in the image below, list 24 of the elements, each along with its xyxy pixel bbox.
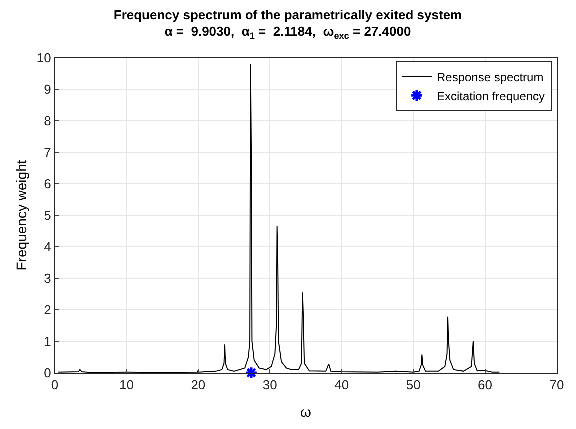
x-tick-label: 20 [191, 378, 206, 393]
y-tick-label: 6 [44, 176, 52, 192]
y-tick-label: 10 [36, 50, 52, 66]
y-tick-label: 1 [44, 334, 52, 350]
x-tick-label: 40 [334, 378, 350, 393]
y-tick-label: 5 [44, 208, 52, 224]
legend-label: Response spectrum [436, 70, 544, 84]
chart-subtitle: α = 9.9030, α$_{1}$ = 2.1184, ω$_{exc}$ = 27.4000 [164, 24, 412, 41]
y-tick-label: 2 [44, 302, 52, 318]
y-tick-label: 8 [44, 114, 52, 129]
y-tick-label: 4 [44, 240, 52, 255]
chart-title: Frequency spectrum of the parametrically exited system [114, 7, 462, 22]
x-tick-label: 70 [550, 378, 564, 393]
y-tick-label: 3 [44, 271, 52, 286]
y-axis-title: Frequency weight [14, 160, 30, 271]
x-tick-label: 60 [478, 378, 493, 393]
y-tick-label: 7 [44, 145, 52, 160]
legend-label: Excitation frequency [436, 89, 546, 104]
x-tick-label: 10 [119, 378, 134, 393]
x-tick-label: 50 [406, 378, 421, 393]
x-axis-title: ω [300, 404, 312, 420]
x-tick-label: 30 [262, 378, 278, 393]
y-tick-label: 0 [44, 366, 52, 381]
y-tick-label: 9 [44, 82, 52, 98]
